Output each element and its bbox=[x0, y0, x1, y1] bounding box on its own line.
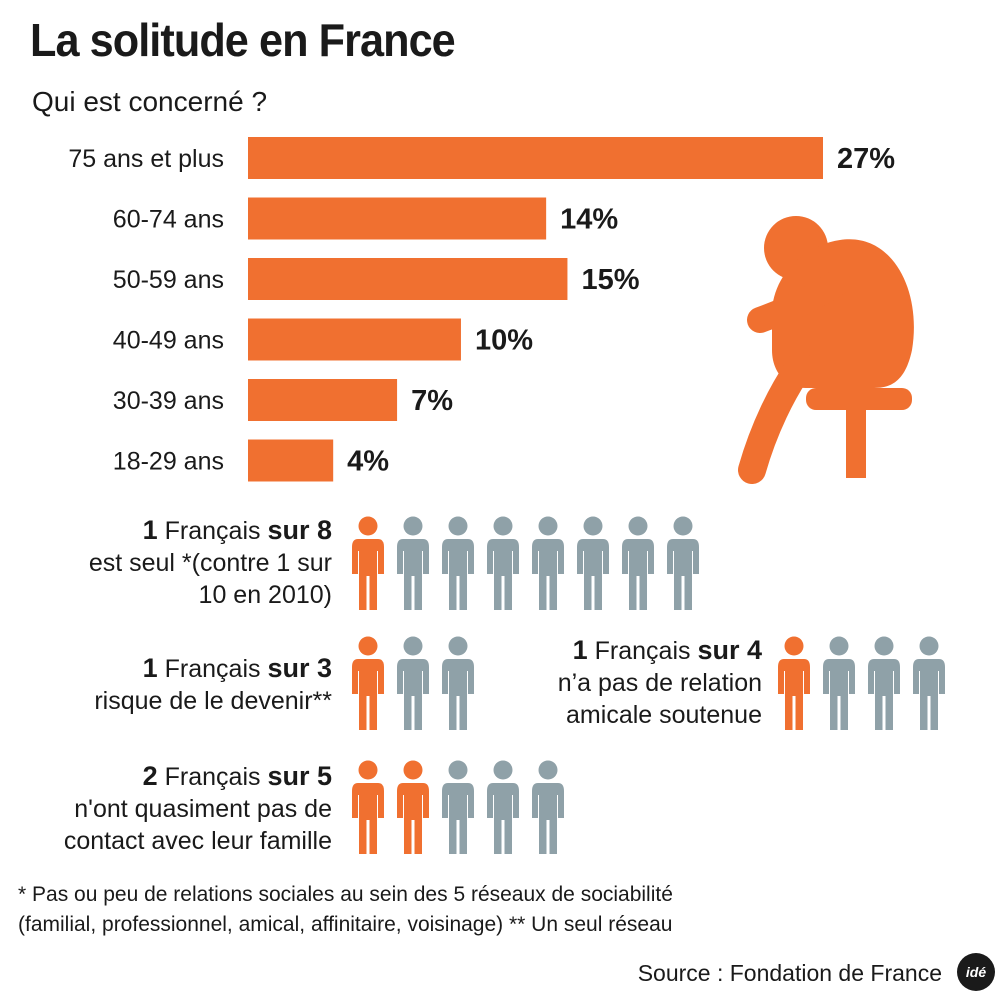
stat-description-line: risque de le devenir** bbox=[94, 687, 332, 715]
person-icon bbox=[397, 760, 429, 854]
person-icon bbox=[352, 636, 384, 730]
page-subtitle: Qui est concerné ? bbox=[32, 86, 268, 117]
stat-1-sur-3-icons bbox=[350, 636, 476, 732]
bar-4 bbox=[248, 379, 398, 421]
stat-subject: Français bbox=[157, 655, 268, 683]
value-label: 4% bbox=[347, 446, 389, 478]
stat-1-sur-8-icons bbox=[350, 516, 701, 612]
person-icon bbox=[397, 516, 429, 610]
stat-number: 2 bbox=[142, 761, 158, 791]
stat-description-line: amicale soutenue bbox=[566, 701, 762, 729]
bar-2 bbox=[248, 258, 568, 300]
bar-0 bbox=[248, 137, 823, 179]
footnote-line: * Pas ou peu de relations sociales au se… bbox=[18, 883, 673, 906]
category-label: 18-29 ans bbox=[113, 448, 224, 476]
stat-description-line: 10 en 2010) bbox=[198, 581, 332, 609]
value-label: 7% bbox=[411, 385, 453, 417]
stat-subject: Français bbox=[157, 763, 268, 791]
bar-1 bbox=[248, 197, 547, 240]
stat-2-sur-5-icons bbox=[350, 760, 566, 856]
stat-description-line: n’a pas de relation bbox=[557, 669, 762, 697]
stat-1-sur-4-text: 1 Français sur 4 n’a pas de relation ami… bbox=[558, 634, 762, 731]
category-label: 50-59 ans bbox=[113, 266, 224, 294]
stat-number: 1 bbox=[142, 653, 158, 683]
stat-1-sur-4-icons bbox=[776, 636, 947, 732]
stat-number: 1 bbox=[572, 635, 588, 665]
stat-headline: 1 Français sur 3 bbox=[94, 652, 332, 685]
value-label: 15% bbox=[581, 264, 639, 296]
person-icon bbox=[667, 516, 699, 610]
person-icon bbox=[823, 636, 855, 730]
stat-headline: 2 Français sur 5 bbox=[64, 760, 332, 793]
stat-description-line: n'ont quasiment pas de bbox=[74, 795, 332, 823]
footnote-line: (familial, professionnel, amical, affini… bbox=[18, 913, 673, 936]
stat-2-sur-5-text: 2 Français sur 5 n'ont quasiment pas de … bbox=[64, 760, 332, 857]
person-icon bbox=[868, 636, 900, 730]
category-label: 40-49 ans bbox=[113, 327, 224, 355]
sad-seated-person-icon bbox=[738, 216, 914, 484]
person-icon bbox=[532, 760, 564, 854]
stat-ratio: sur 4 bbox=[697, 635, 762, 665]
person-icon bbox=[442, 636, 474, 730]
bars-layer: 75 ans et plus 27% 60-74 ans 14% 50-59 ans 15… bbox=[68, 137, 895, 482]
footnote: * Pas ou peu de relations sociales au se… bbox=[18, 880, 673, 940]
category-label: 75 ans et plus bbox=[68, 145, 224, 173]
value-label: 27% bbox=[837, 143, 895, 175]
person-icon bbox=[442, 516, 474, 610]
person-icon bbox=[442, 760, 474, 854]
person-icon bbox=[577, 516, 609, 610]
stat-subject: Français bbox=[587, 637, 698, 665]
person-icon bbox=[352, 760, 384, 854]
stat-ratio: sur 5 bbox=[267, 761, 332, 791]
stat-ratio: sur 8 bbox=[267, 515, 332, 545]
stat-headline: 1 Français sur 4 bbox=[558, 634, 762, 667]
category-label: 30-39 ans bbox=[113, 387, 224, 415]
stat-subject: Français bbox=[157, 517, 268, 545]
ide-logo: idé bbox=[957, 953, 995, 991]
page-title: La solitude en France bbox=[30, 14, 456, 66]
stat-description-line: est seul *(contre 1 sur bbox=[88, 549, 332, 577]
category-label: 60-74 ans bbox=[113, 206, 224, 234]
person-icon bbox=[532, 516, 564, 610]
bar-chart: 75 ans et plus 27% 60-74 ans 14% 50-59 ans 15… bbox=[68, 137, 914, 484]
stat-1-sur-8-text: 1 Français sur 8 est seul *(contre 1 sur… bbox=[89, 514, 332, 611]
source-credit: Source : Fondation de France bbox=[637, 960, 942, 986]
bar-3 bbox=[248, 318, 461, 361]
person-icon bbox=[487, 516, 519, 610]
stat-ratio: sur 3 bbox=[267, 653, 332, 683]
person-icon bbox=[622, 516, 654, 610]
value-label: 14% bbox=[560, 204, 618, 236]
stat-1-sur-3-text: 1 Français sur 3 risque de le devenir** bbox=[94, 652, 332, 717]
bar-5 bbox=[248, 439, 334, 482]
person-icon bbox=[778, 636, 810, 730]
person-icon bbox=[487, 760, 519, 854]
person-icon bbox=[352, 516, 384, 610]
stat-number: 1 bbox=[142, 515, 158, 545]
value-label: 10% bbox=[475, 325, 533, 357]
stat-headline: 1 Français sur 8 bbox=[89, 514, 332, 547]
stat-description-line: contact avec leur famille bbox=[63, 827, 332, 855]
person-icon bbox=[913, 636, 945, 730]
person-icon bbox=[397, 636, 429, 730]
